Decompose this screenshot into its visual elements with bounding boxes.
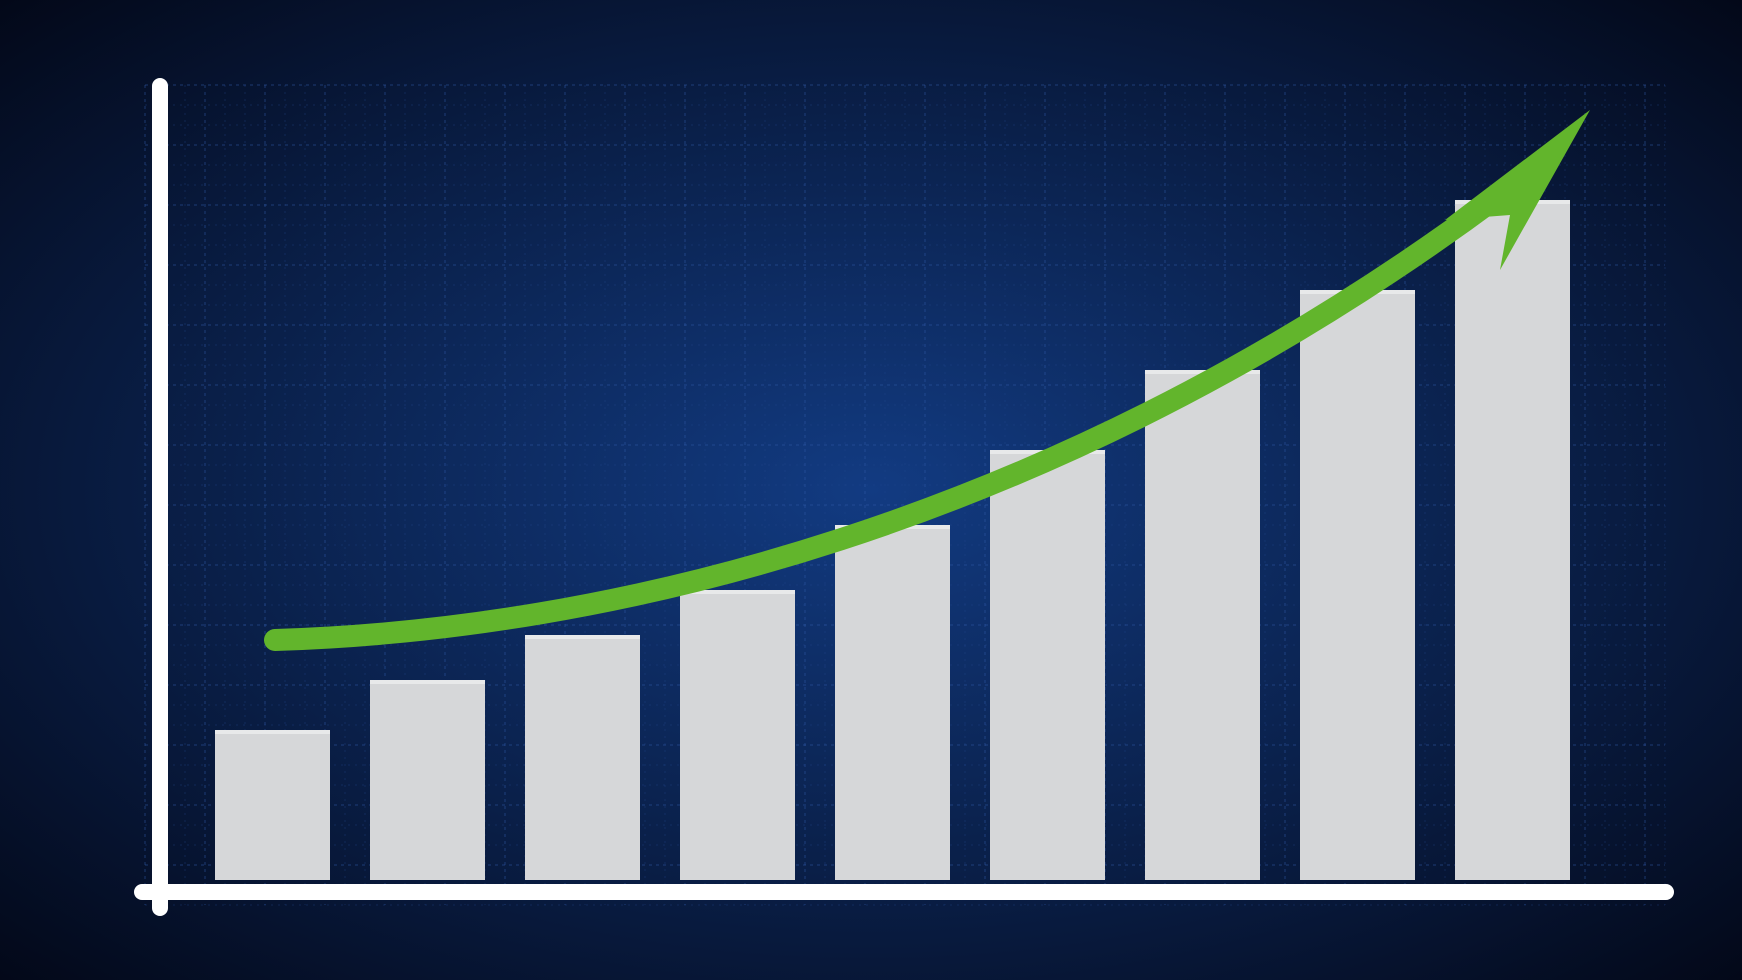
bar <box>1300 290 1415 880</box>
bar <box>1145 370 1260 880</box>
bar <box>525 635 640 880</box>
bar-highlight <box>525 635 640 639</box>
bar <box>835 525 950 880</box>
bar <box>680 590 795 880</box>
bar <box>1455 200 1570 880</box>
bar-highlight <box>215 730 330 734</box>
bar <box>215 730 330 880</box>
bar <box>370 680 485 880</box>
bar-highlight <box>370 680 485 684</box>
growth-chart <box>0 0 1742 980</box>
bar <box>990 450 1105 880</box>
